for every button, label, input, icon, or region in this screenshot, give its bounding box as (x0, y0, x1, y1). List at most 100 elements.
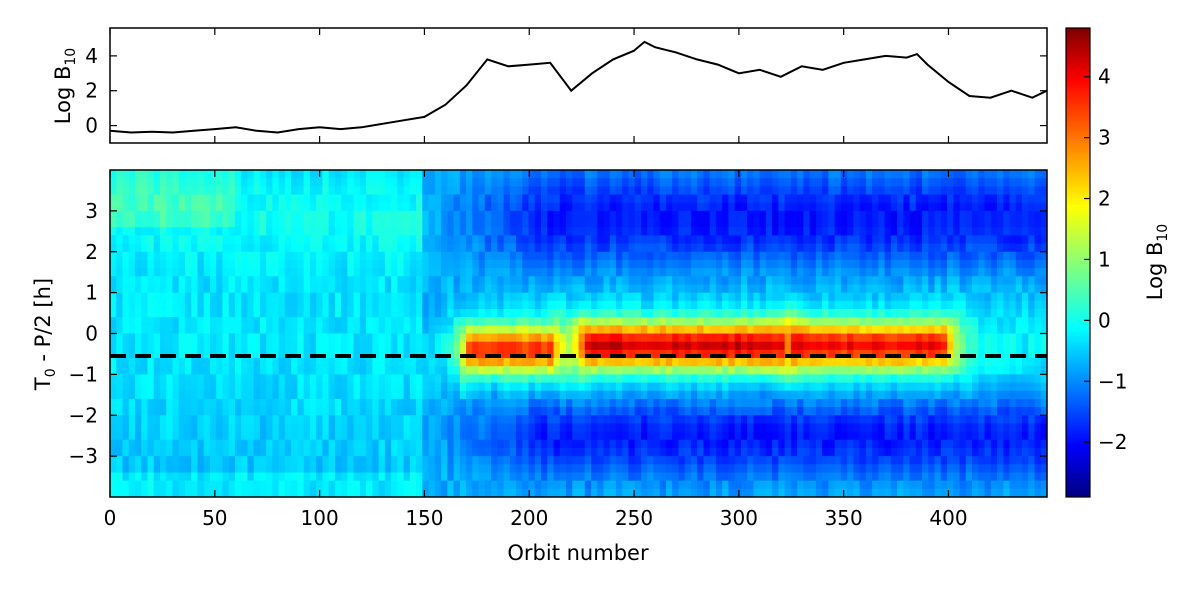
heatmap-cell (753, 431, 761, 441)
heatmap-cell (753, 374, 761, 384)
heatmap-cell (759, 431, 767, 441)
heatmap-cell (491, 423, 498, 433)
heatmap-cell (865, 472, 873, 482)
heatmap-cell (541, 202, 548, 212)
heatmap-cell (765, 300, 773, 310)
heatmap-cell (509, 358, 517, 367)
heatmap-cell (172, 472, 180, 482)
heatmap-cell (840, 235, 848, 245)
heatmap-cell (347, 423, 355, 433)
heatmap-cell (784, 317, 792, 326)
heatmap-cell (784, 390, 792, 400)
heatmap-cell (284, 333, 292, 343)
heatmap-cell (628, 398, 636, 408)
heatmap-cell (184, 194, 192, 204)
heatmap-cell (128, 268, 136, 277)
heatmap-cell (191, 456, 199, 465)
heatmap-cell (141, 194, 149, 204)
heatmap-cell (347, 407, 355, 416)
heatmap-cell (615, 251, 623, 261)
heatmap-cell (784, 407, 792, 416)
heatmap-cell (665, 431, 673, 441)
heatmap-cell (684, 472, 692, 482)
heatmap-cell (466, 210, 473, 220)
heatmap-cell (434, 259, 442, 269)
heatmap-cell (128, 423, 136, 433)
heatmap-cell (441, 308, 448, 318)
heatmap-cell (578, 431, 586, 441)
heatmap-cell (397, 415, 405, 425)
heatmap-cell (628, 472, 636, 482)
heatmap-cell (709, 488, 717, 497)
heatmap-cell (834, 325, 842, 335)
heatmap-cell (628, 308, 636, 318)
heatmap-cell (597, 202, 605, 212)
heatmap-cell (391, 374, 398, 384)
heatmap-cell (184, 480, 192, 490)
heatmap-cell (797, 210, 804, 220)
heatmap-cell (178, 178, 186, 187)
heatmap-cell (397, 341, 405, 351)
heatmap-cell (828, 219, 836, 228)
heatmap-cell (397, 202, 405, 212)
heatmap-cell (509, 284, 517, 294)
heatmap-cell (640, 464, 648, 474)
heatmap-cell (384, 284, 392, 294)
heatmap-cell (728, 210, 736, 220)
heatmap-cell (234, 210, 242, 220)
heatmap-cell (259, 366, 267, 375)
heatmap-cell (384, 202, 392, 212)
heatmap-cell (434, 194, 442, 204)
heatmap-cell (541, 317, 548, 326)
heatmap-cell (416, 259, 423, 269)
heatmap-cell (640, 308, 648, 318)
heatmap-cell (609, 300, 617, 310)
heatmap-cell (541, 480, 548, 490)
heatmap-cell (541, 374, 548, 384)
heatmap-cell (703, 456, 711, 465)
heatmap-cell (441, 456, 448, 465)
heatmap-cell (447, 488, 455, 497)
heatmap-cell (359, 259, 367, 269)
heatmap-cell (116, 170, 124, 179)
heatmap-cell (441, 170, 448, 179)
heatmap-cell (303, 480, 311, 490)
heatmap-cell (234, 415, 242, 425)
heatmap-cell (253, 202, 261, 212)
heatmap-cell (459, 390, 467, 400)
heatmap-cell (759, 407, 767, 416)
heatmap-cell (278, 472, 286, 482)
heatmap-cell (241, 268, 249, 277)
heatmap-cell (572, 186, 580, 196)
heatmap-cell (853, 170, 861, 179)
heatmap-cell (191, 219, 199, 228)
heatmap-cell (134, 464, 142, 474)
heatmap-cell (609, 251, 617, 261)
heatmap-cell (384, 472, 392, 482)
heatmap-cell (297, 308, 305, 318)
heatmap-cell (634, 398, 642, 408)
heatmap-cell (466, 398, 473, 408)
heatmap-cell (191, 472, 199, 482)
heatmap-cell (409, 407, 417, 416)
heatmap-cell (291, 243, 298, 253)
heatmap-cell (434, 235, 442, 245)
heatmap-cell (153, 415, 161, 425)
heatmap-cell (822, 219, 829, 228)
heatmap-cell (116, 268, 124, 277)
heatmap-cell (484, 308, 492, 318)
heatmap-cell (391, 259, 398, 269)
heatmap-cell (659, 251, 667, 261)
heatmap-cell (322, 382, 330, 392)
heatmap-cell (747, 439, 755, 449)
heatmap-cell (372, 259, 380, 269)
heatmap-cell (522, 480, 530, 490)
heatmap-cell (528, 366, 536, 375)
heatmap-cell (266, 194, 274, 204)
heatmap-cell (497, 292, 505, 302)
heatmap-cell (209, 178, 217, 187)
heatmap-cell (466, 259, 473, 269)
heatmap-cell (297, 439, 305, 449)
heatmap-cell (141, 423, 149, 433)
heatmap-cell (222, 333, 230, 343)
